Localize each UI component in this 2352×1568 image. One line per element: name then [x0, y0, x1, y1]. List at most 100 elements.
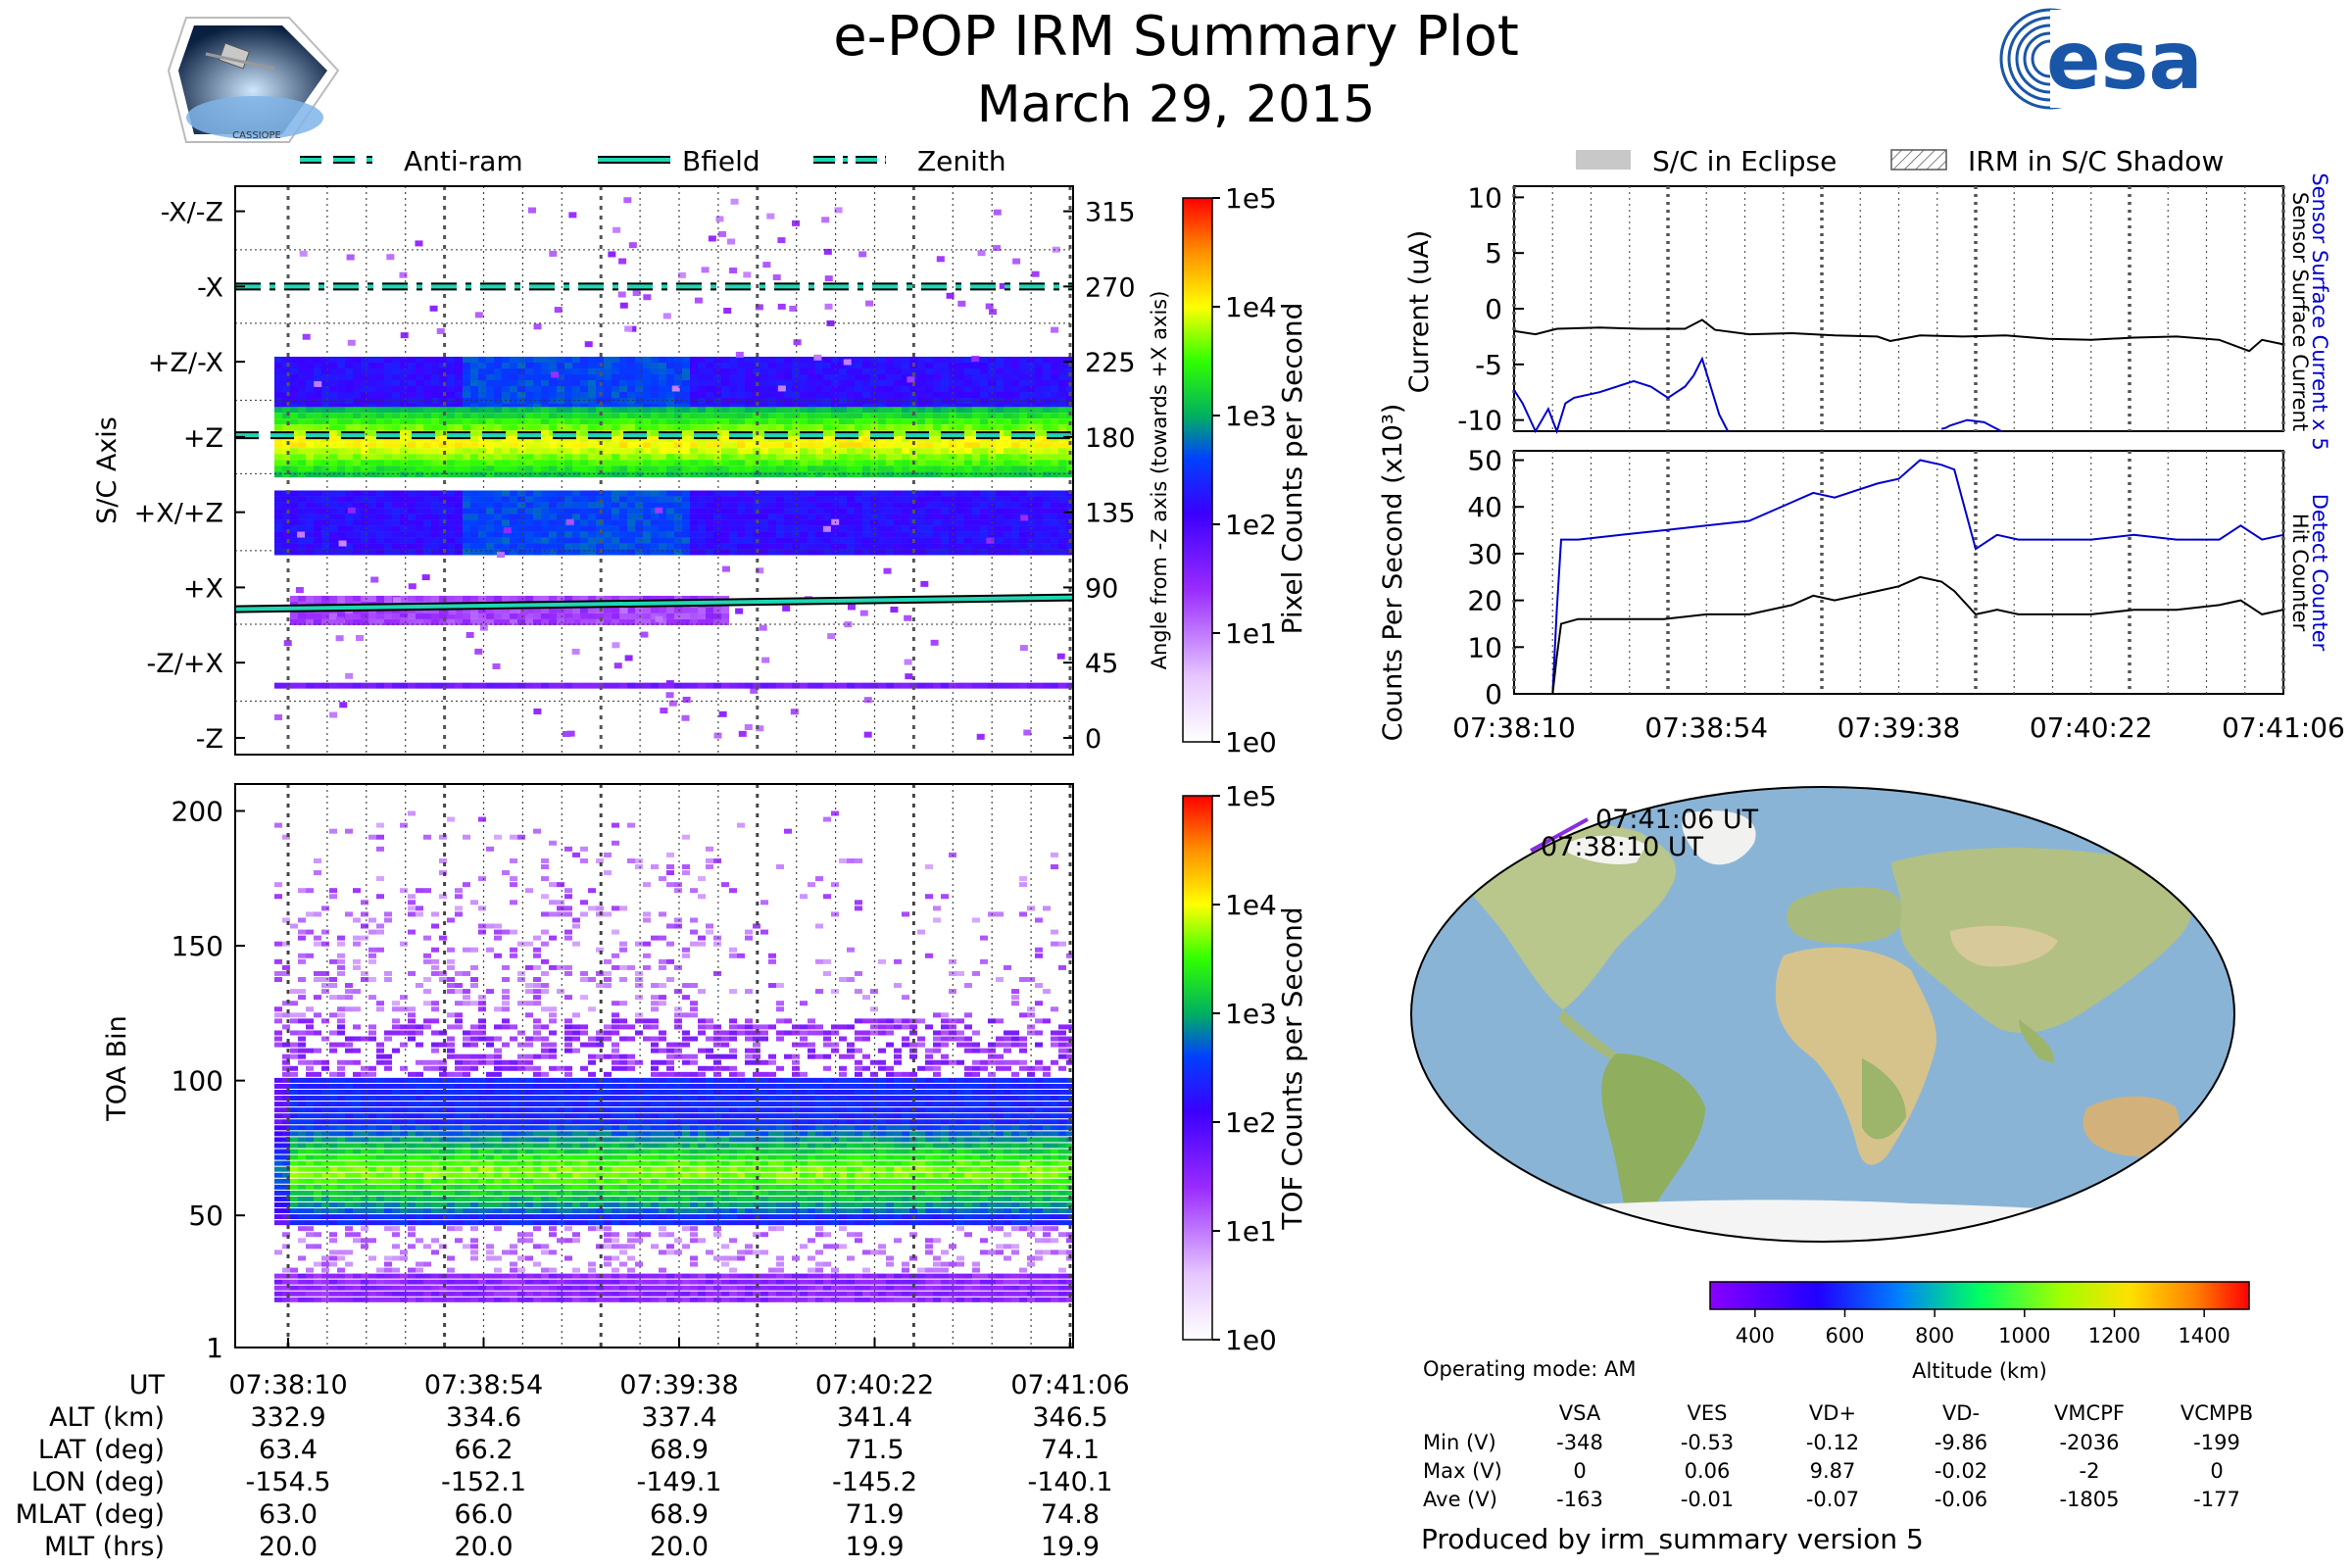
pixel-cell — [698, 471, 706, 478]
pixel-cell — [588, 466, 596, 472]
tof-cell — [353, 1154, 361, 1160]
tof-cell — [329, 1096, 337, 1102]
pixel-cell — [706, 607, 713, 613]
pixel-cell — [682, 466, 690, 472]
pixel-cell — [572, 471, 580, 478]
tof-cell — [376, 1291, 384, 1297]
pixel-cell — [847, 496, 855, 503]
pixel-cell — [302, 333, 311, 340]
pixel-cell — [298, 612, 306, 619]
pixel-cell — [972, 496, 980, 503]
pixel-cell — [306, 508, 314, 514]
pixel-cell — [447, 531, 455, 538]
pixel-cell — [737, 386, 745, 392]
pixel-cell — [368, 466, 376, 472]
tof-cell — [306, 929, 314, 935]
pixel-cell — [996, 357, 1004, 363]
pixel-cell — [619, 607, 628, 613]
pixel-cell — [823, 248, 832, 255]
pixel-cell — [345, 398, 353, 404]
pixel-cell — [478, 404, 486, 410]
tof-cell — [392, 1285, 400, 1291]
pixel-cell — [541, 363, 549, 368]
pixel-cell — [1043, 442, 1051, 449]
pixel-cell — [964, 466, 972, 472]
tof-cell — [439, 1030, 447, 1036]
pixel-cell — [408, 442, 416, 449]
pixel-cell — [1035, 424, 1043, 431]
pixel-cell — [682, 404, 690, 410]
tof-cell — [408, 1071, 416, 1077]
pixel-cell — [274, 537, 282, 544]
tof-cell — [447, 1297, 455, 1302]
tof-cell — [314, 1096, 321, 1102]
pixel-cell — [706, 519, 713, 526]
pixel-cell — [668, 700, 677, 707]
tof-cell — [439, 1143, 447, 1149]
pixel-cell — [635, 543, 643, 550]
pixel-cell — [956, 424, 964, 431]
pixel-cell — [855, 368, 862, 374]
pixel-cell — [902, 531, 909, 538]
tof-cell — [416, 1190, 423, 1196]
pixel-cell — [596, 413, 604, 419]
pixel-cell — [677, 271, 686, 278]
pixel-cell — [306, 595, 314, 602]
tof-cell — [361, 1083, 368, 1089]
tof-cell — [298, 1208, 306, 1214]
pixel-cell — [721, 380, 729, 386]
tof-cell — [463, 1297, 470, 1302]
pixel-cell — [659, 525, 666, 532]
tof-cell — [408, 1018, 416, 1024]
pixel-cell — [541, 413, 549, 419]
pixel-cell — [612, 519, 619, 526]
pixel-cell — [839, 531, 847, 538]
pixel-cell — [776, 519, 784, 526]
tof-cell — [447, 1166, 455, 1172]
legend-zenith: Zenith — [917, 145, 1006, 177]
tof-cell — [392, 1279, 400, 1285]
pixel-cell — [706, 490, 713, 497]
tof-cell — [361, 1125, 368, 1131]
pixel-cell — [941, 549, 949, 556]
pixel-cell — [690, 454, 698, 461]
pixel-cell — [862, 363, 870, 368]
pixel-cell — [839, 407, 847, 414]
pixel-cell — [878, 549, 886, 556]
pixel-cell — [729, 466, 737, 472]
tof-cell — [321, 1279, 329, 1285]
tof-cell — [274, 1196, 282, 1201]
pixel-cell — [1035, 460, 1043, 466]
pixel-cell — [784, 363, 792, 368]
pixel-cell — [588, 508, 596, 514]
pixel-cell — [1051, 525, 1058, 532]
pixel-cell — [1066, 413, 1074, 419]
pixel-cell — [400, 386, 408, 392]
pixel-cell — [345, 392, 353, 398]
pixel-cell — [361, 460, 368, 466]
pixel-cell — [329, 618, 337, 625]
pixel-cell — [1011, 460, 1019, 466]
tof-cell — [384, 1119, 392, 1125]
pixel-cell — [282, 368, 290, 374]
pixel-cell — [831, 357, 839, 363]
pixel-cell — [698, 374, 706, 380]
tof-cell — [274, 1131, 282, 1137]
tof-cell — [431, 1143, 439, 1149]
pixel-cell — [408, 448, 416, 455]
pixel-cell — [494, 508, 502, 514]
pixel-cell — [847, 374, 855, 380]
pixel-cell — [980, 392, 988, 398]
pixel-cell — [729, 490, 737, 497]
pixel-cell — [525, 525, 533, 532]
pixel-cell — [878, 531, 886, 538]
pixel-cell — [1004, 508, 1011, 514]
tof-cell — [376, 947, 384, 953]
pixel-cell — [572, 398, 580, 404]
pixel-cell — [706, 502, 713, 509]
pixel-cell — [698, 386, 706, 392]
pixel-cell — [1011, 525, 1019, 532]
pixel-cell — [808, 448, 815, 455]
pixel-cell — [855, 398, 862, 404]
pixel-cell — [376, 454, 384, 461]
